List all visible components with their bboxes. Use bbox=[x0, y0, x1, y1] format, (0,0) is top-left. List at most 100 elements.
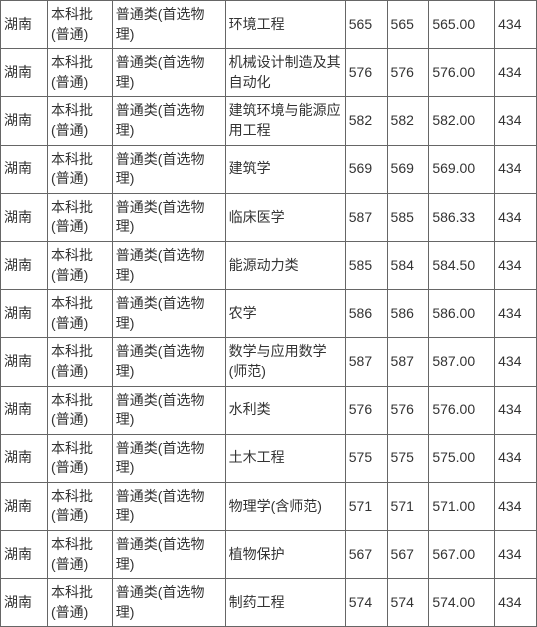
cell-province: 湖南 bbox=[1, 338, 48, 386]
table-row: 湖南本科批(普通)普通类(首选物理)植物保护567567567.00434 bbox=[1, 531, 537, 579]
cell-score4: 434 bbox=[495, 531, 537, 579]
cell-category: 普通类(首选物理) bbox=[112, 338, 225, 386]
cell-batch: 本科批(普通) bbox=[48, 434, 113, 482]
cell-major: 水利类 bbox=[225, 386, 345, 434]
cell-score4: 434 bbox=[495, 579, 537, 627]
cell-province: 湖南 bbox=[1, 145, 48, 193]
cell-score4: 434 bbox=[495, 386, 537, 434]
cell-score2: 586 bbox=[387, 290, 429, 338]
cell-province: 湖南 bbox=[1, 290, 48, 338]
cell-score1: 587 bbox=[345, 338, 387, 386]
cell-province: 湖南 bbox=[1, 386, 48, 434]
cell-batch: 本科批(普通) bbox=[48, 97, 113, 145]
cell-major: 临床医学 bbox=[225, 193, 345, 241]
cell-score2: 576 bbox=[387, 386, 429, 434]
cell-category: 普通类(首选物理) bbox=[112, 579, 225, 627]
cell-batch: 本科批(普通) bbox=[48, 49, 113, 97]
cell-major: 数学与应用数学(师范) bbox=[225, 338, 345, 386]
table-body: 湖南本科批(普通)普通类(首选物理)环境工程565565565.00434湖南本… bbox=[1, 1, 537, 627]
cell-score3: 567.00 bbox=[429, 531, 495, 579]
table-row: 湖南本科批(普通)普通类(首选物理)土木工程575575575.00434 bbox=[1, 434, 537, 482]
cell-category: 普通类(首选物理) bbox=[112, 49, 225, 97]
cell-score2: 567 bbox=[387, 531, 429, 579]
table-row: 湖南本科批(普通)普通类(首选物理)能源动力类585584584.50434 bbox=[1, 241, 537, 289]
cell-score2: 587 bbox=[387, 338, 429, 386]
cell-category: 普通类(首选物理) bbox=[112, 241, 225, 289]
cell-batch: 本科批(普通) bbox=[48, 290, 113, 338]
cell-score2: 574 bbox=[387, 579, 429, 627]
table-row: 湖南本科批(普通)普通类(首选物理)建筑环境与能源应用工程582582582.0… bbox=[1, 97, 537, 145]
cell-score4: 434 bbox=[495, 290, 537, 338]
cell-category: 普通类(首选物理) bbox=[112, 193, 225, 241]
table-row: 湖南本科批(普通)普通类(首选物理)物理学(含师范)571571571.0043… bbox=[1, 482, 537, 530]
cell-batch: 本科批(普通) bbox=[48, 386, 113, 434]
table-row: 湖南本科批(普通)普通类(首选物理)临床医学587585586.33434 bbox=[1, 193, 537, 241]
cell-major: 制药工程 bbox=[225, 579, 345, 627]
cell-score4: 434 bbox=[495, 338, 537, 386]
cell-category: 普通类(首选物理) bbox=[112, 482, 225, 530]
table-row: 湖南本科批(普通)普通类(首选物理)数学与应用数学(师范)587587587.0… bbox=[1, 338, 537, 386]
cell-score2: 569 bbox=[387, 145, 429, 193]
cell-province: 湖南 bbox=[1, 434, 48, 482]
cell-score1: 575 bbox=[345, 434, 387, 482]
cell-major: 建筑学 bbox=[225, 145, 345, 193]
cell-score3: 582.00 bbox=[429, 97, 495, 145]
cell-province: 湖南 bbox=[1, 241, 48, 289]
cell-score1: 582 bbox=[345, 97, 387, 145]
cell-category: 普通类(首选物理) bbox=[112, 145, 225, 193]
cell-major: 环境工程 bbox=[225, 1, 345, 49]
cell-batch: 本科批(普通) bbox=[48, 482, 113, 530]
cell-major: 植物保护 bbox=[225, 531, 345, 579]
cell-batch: 本科批(普通) bbox=[48, 1, 113, 49]
cell-category: 普通类(首选物理) bbox=[112, 290, 225, 338]
cell-category: 普通类(首选物理) bbox=[112, 1, 225, 49]
cell-major: 机械设计制造及其自动化 bbox=[225, 49, 345, 97]
cell-score3: 586.33 bbox=[429, 193, 495, 241]
cell-score3: 575.00 bbox=[429, 434, 495, 482]
cell-score4: 434 bbox=[495, 241, 537, 289]
cell-score3: 571.00 bbox=[429, 482, 495, 530]
cell-score3: 565.00 bbox=[429, 1, 495, 49]
cell-score1: 567 bbox=[345, 531, 387, 579]
cell-batch: 本科批(普通) bbox=[48, 531, 113, 579]
cell-batch: 本科批(普通) bbox=[48, 241, 113, 289]
table-row: 湖南本科批(普通)普通类(首选物理)制药工程574574574.00434 bbox=[1, 579, 537, 627]
cell-score3: 576.00 bbox=[429, 386, 495, 434]
cell-score2: 582 bbox=[387, 97, 429, 145]
cell-score3: 587.00 bbox=[429, 338, 495, 386]
table-row: 湖南本科批(普通)普通类(首选物理)环境工程565565565.00434 bbox=[1, 1, 537, 49]
cell-major: 建筑环境与能源应用工程 bbox=[225, 97, 345, 145]
cell-score4: 434 bbox=[495, 434, 537, 482]
cell-category: 普通类(首选物理) bbox=[112, 531, 225, 579]
cell-category: 普通类(首选物理) bbox=[112, 386, 225, 434]
cell-score1: 574 bbox=[345, 579, 387, 627]
cell-score2: 575 bbox=[387, 434, 429, 482]
cell-score3: 569.00 bbox=[429, 145, 495, 193]
cell-score4: 434 bbox=[495, 97, 537, 145]
cell-score1: 585 bbox=[345, 241, 387, 289]
cell-score4: 434 bbox=[495, 1, 537, 49]
cell-major: 农学 bbox=[225, 290, 345, 338]
cell-score1: 576 bbox=[345, 49, 387, 97]
cell-score1: 571 bbox=[345, 482, 387, 530]
cell-score1: 569 bbox=[345, 145, 387, 193]
table-row: 湖南本科批(普通)普通类(首选物理)建筑学569569569.00434 bbox=[1, 145, 537, 193]
cell-score1: 576 bbox=[345, 386, 387, 434]
cell-category: 普通类(首选物理) bbox=[112, 434, 225, 482]
cell-score4: 434 bbox=[495, 49, 537, 97]
cell-province: 湖南 bbox=[1, 579, 48, 627]
cell-major: 物理学(含师范) bbox=[225, 482, 345, 530]
cell-batch: 本科批(普通) bbox=[48, 338, 113, 386]
cell-province: 湖南 bbox=[1, 97, 48, 145]
cell-province: 湖南 bbox=[1, 1, 48, 49]
cell-batch: 本科批(普通) bbox=[48, 145, 113, 193]
cell-score2: 585 bbox=[387, 193, 429, 241]
cell-batch: 本科批(普通) bbox=[48, 579, 113, 627]
table-row: 湖南本科批(普通)普通类(首选物理)农学586586586.00434 bbox=[1, 290, 537, 338]
cell-score2: 576 bbox=[387, 49, 429, 97]
cell-score1: 565 bbox=[345, 1, 387, 49]
cell-province: 湖南 bbox=[1, 531, 48, 579]
cell-major: 土木工程 bbox=[225, 434, 345, 482]
cell-score4: 434 bbox=[495, 145, 537, 193]
cell-score2: 571 bbox=[387, 482, 429, 530]
